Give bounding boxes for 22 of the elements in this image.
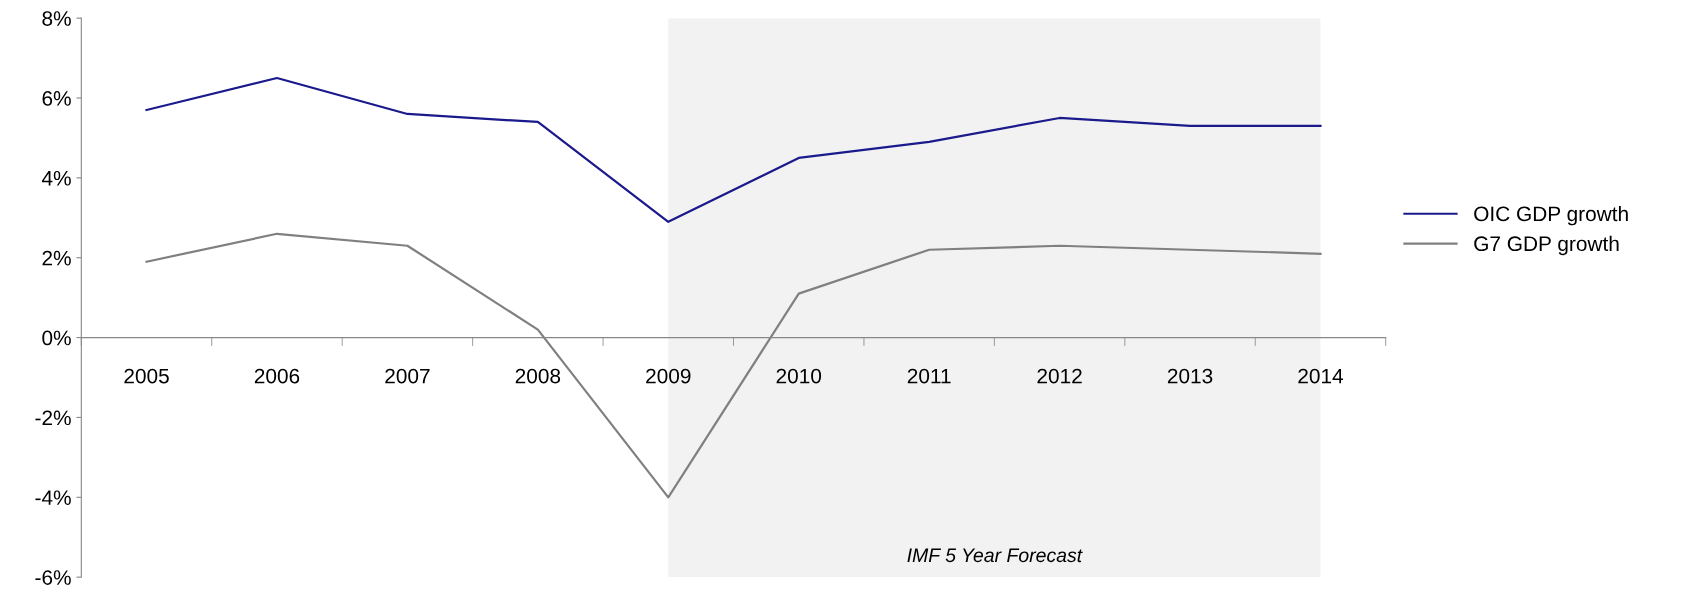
- y-tick-label: 8%: [42, 11, 71, 26]
- x-tick-label: 2014: [1298, 368, 1344, 384]
- y-tick-label: 0%: [42, 330, 71, 346]
- y-tick-label: 4%: [41, 170, 71, 186]
- line-series: [145, 76, 1322, 223]
- x-tick-label: 2006: [254, 368, 300, 384]
- band-label: IMF 5 Year Forecast: [907, 548, 1083, 563]
- x-tick-label: 2011: [907, 368, 951, 384]
- x-tick-label: 2010: [776, 368, 822, 384]
- x-tick-label: 2009: [646, 368, 691, 384]
- y-tick-label: -4%: [35, 490, 71, 505]
- y-tick-label: -6%: [35, 570, 71, 585]
- x-tick-label: 2013: [1167, 368, 1213, 384]
- x-tick-label: 2012: [1037, 368, 1082, 384]
- x-tick-label: 2007: [385, 368, 430, 384]
- x-tick-label: 2005: [124, 368, 169, 384]
- y-tick-label: -2%: [35, 410, 71, 426]
- x-tick-label: 2008: [515, 368, 561, 384]
- y-tick-label: 2%: [42, 250, 71, 266]
- legend-label: OIC GDP growth: [1474, 205, 1628, 226]
- y-tick-label: 6%: [42, 91, 71, 106]
- legend-label: G7 GDP growth: [1474, 235, 1619, 256]
